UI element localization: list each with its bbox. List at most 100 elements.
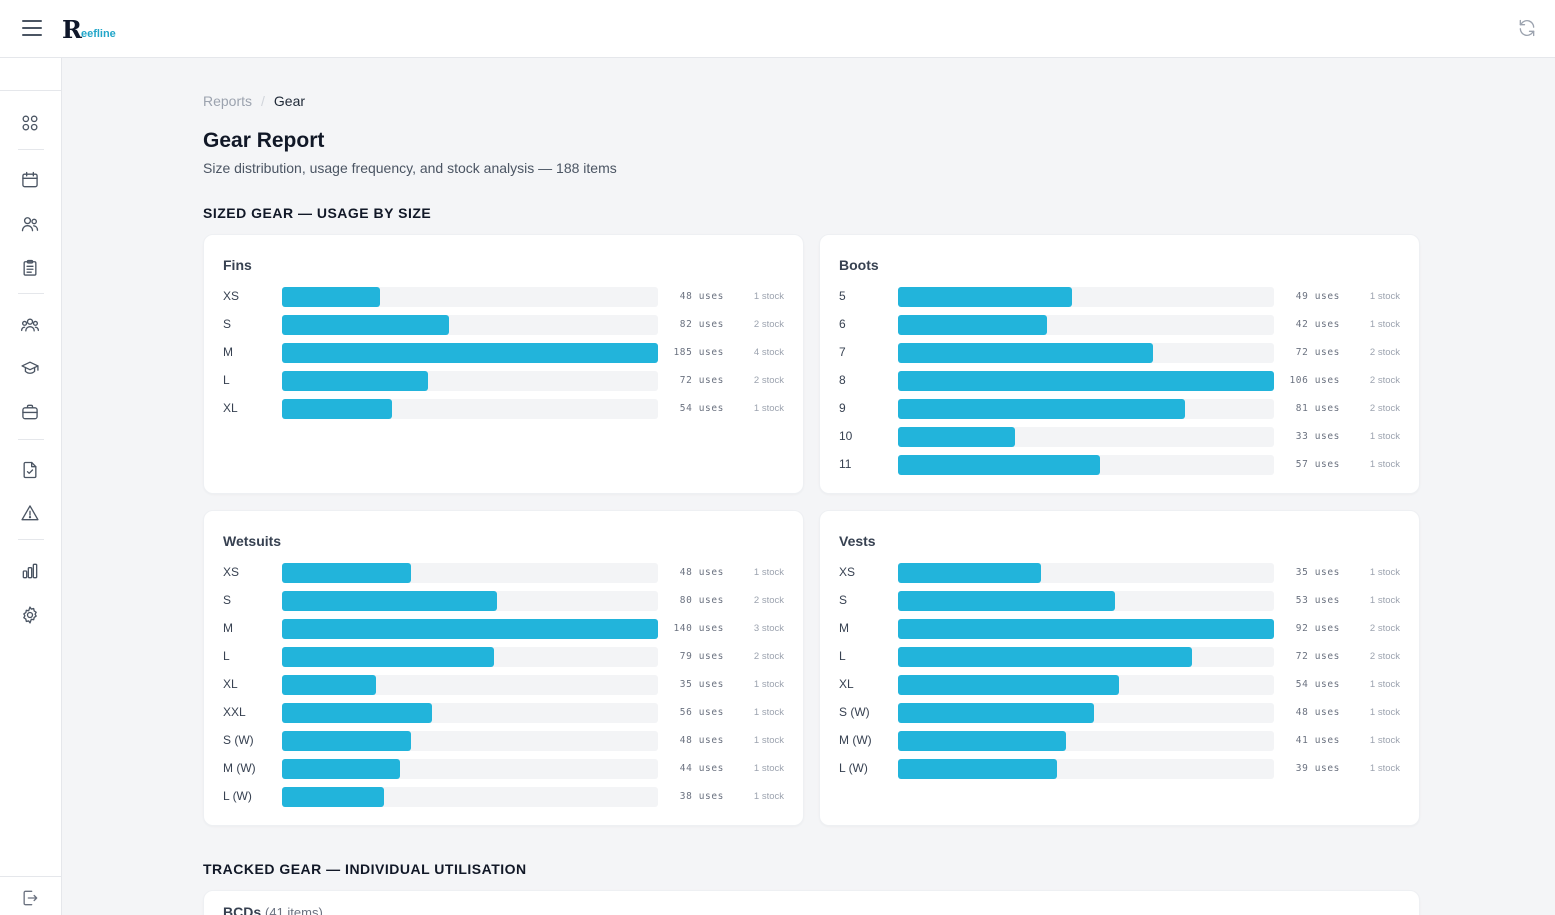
hamburger-icon[interactable] [20,17,44,41]
logout-icon[interactable] [20,888,42,910]
warning-icon[interactable] [20,503,42,525]
size-label: M (W) [839,733,872,747]
tracked-card-bcds: BCDs (41 items) [203,890,1420,915]
chart-card-boots: Boots 5 49 uses 1 stock 6 42 uses 1 stock 7 72 … [819,234,1420,494]
stock-label: 1 stock [1369,595,1400,606]
stock-label: 1 stock [1369,319,1400,330]
team-icon[interactable] [20,315,42,337]
breadcrumb-separator: / [261,93,265,109]
stock-label: 2 stock [1369,651,1400,662]
uses-label: 72 uses [1295,651,1340,662]
bar [898,731,1066,751]
uses-label: 48 uses [679,735,724,746]
calendar-icon[interactable] [20,170,42,192]
sidebar-divider [18,293,44,294]
file-check-icon[interactable] [20,460,42,482]
size-label: XL [223,677,238,691]
bar-row: L 72 uses 2 stock [839,646,1400,674]
bar-row: 11 57 uses 1 stock [839,454,1400,482]
stock-label: 1 stock [753,791,784,802]
stock-label: 1 stock [753,735,784,746]
size-label: L [839,649,846,663]
size-label: XXL [223,705,246,719]
bar-row: M 185 uses 4 stock [223,342,784,370]
size-label: M (W) [223,761,256,775]
uses-label: 92 uses [1295,623,1340,634]
size-label: 8 [839,373,846,387]
bar-row: S (W) 48 uses 1 stock [839,702,1400,730]
users-icon[interactable] [20,214,42,236]
breadcrumb-current: Gear [273,93,306,109]
bar-track [282,287,658,307]
bar-track [898,399,1274,419]
stock-label: 3 stock [753,623,784,634]
bar-track [898,371,1274,391]
bar-track [282,675,658,695]
logo-text: eefline [80,28,116,40]
tracked-card-name: BCDs [223,904,262,915]
bar-row: S 53 uses 1 stock [839,590,1400,618]
bar [898,371,1274,391]
uses-label: 56 uses [679,707,724,718]
size-label: S [223,593,232,607]
stock-label: 1 stock [753,679,784,690]
size-label: XL [839,677,854,691]
uses-label: 48 uses [679,567,724,578]
gear-icon[interactable] [20,605,42,627]
bar [898,647,1193,667]
bar [898,399,1186,419]
sidebar [0,58,62,915]
size-label: XL [223,401,238,415]
stock-label: 1 stock [1369,567,1400,578]
briefcase-icon[interactable] [20,402,42,424]
bar-row: L (W) 38 uses 1 stock [223,786,784,814]
bar-row: XL 54 uses 1 stock [223,398,784,426]
bar [282,647,495,667]
bar-chart-icon[interactable] [20,561,42,583]
bar-track [898,427,1274,447]
refresh-icon[interactable] [1517,18,1539,40]
uses-label: 35 uses [1295,567,1340,578]
bar-track [898,675,1274,695]
breadcrumb-reports-link[interactable]: Reports [203,93,253,109]
bar-track [898,591,1274,611]
size-label: L [223,373,230,387]
logo[interactable]: R eefline [62,13,116,43]
stock-label: 2 stock [1369,403,1400,414]
grid-icon[interactable] [20,113,42,135]
uses-label: 33 uses [1295,431,1340,442]
stock-label: 1 stock [1369,763,1400,774]
bar-row: 6 42 uses 1 stock [839,314,1400,342]
bar-row: XL 35 uses 1 stock [223,674,784,702]
bar [282,759,401,779]
bar [898,759,1058,779]
bar [282,703,433,723]
page-subtitle: Size distribution, usage frequency, and … [203,160,617,176]
uses-label: 44 uses [679,763,724,774]
bar-track [898,315,1274,335]
bar [898,455,1101,475]
clipboard-icon[interactable] [20,258,42,280]
uses-label: 49 uses [1295,291,1340,302]
bar-row: XS 35 uses 1 stock [839,562,1400,590]
bar-track [898,703,1274,723]
stock-label: 1 stock [1369,735,1400,746]
bar-row: L 79 uses 2 stock [223,646,784,674]
logo-mark: R [62,15,82,44]
bar-track [282,343,658,363]
bar [898,591,1115,611]
bar-track [282,563,658,583]
stock-label: 4 stock [753,347,784,358]
bar-row: 8 106 uses 2 stock [839,370,1400,398]
page-title: Gear Report [203,129,325,152]
bar-row: S 82 uses 2 stock [223,314,784,342]
uses-label: 72 uses [679,375,724,386]
graduation-cap-icon[interactable] [20,358,42,380]
tracked-card-count: (41 items) [265,905,323,915]
bar [898,315,1047,335]
size-label: M [839,621,849,635]
size-label: S [839,593,848,607]
size-label: 11 [839,457,852,471]
bar-row: L 72 uses 2 stock [223,370,784,398]
sidebar-divider [18,539,44,540]
